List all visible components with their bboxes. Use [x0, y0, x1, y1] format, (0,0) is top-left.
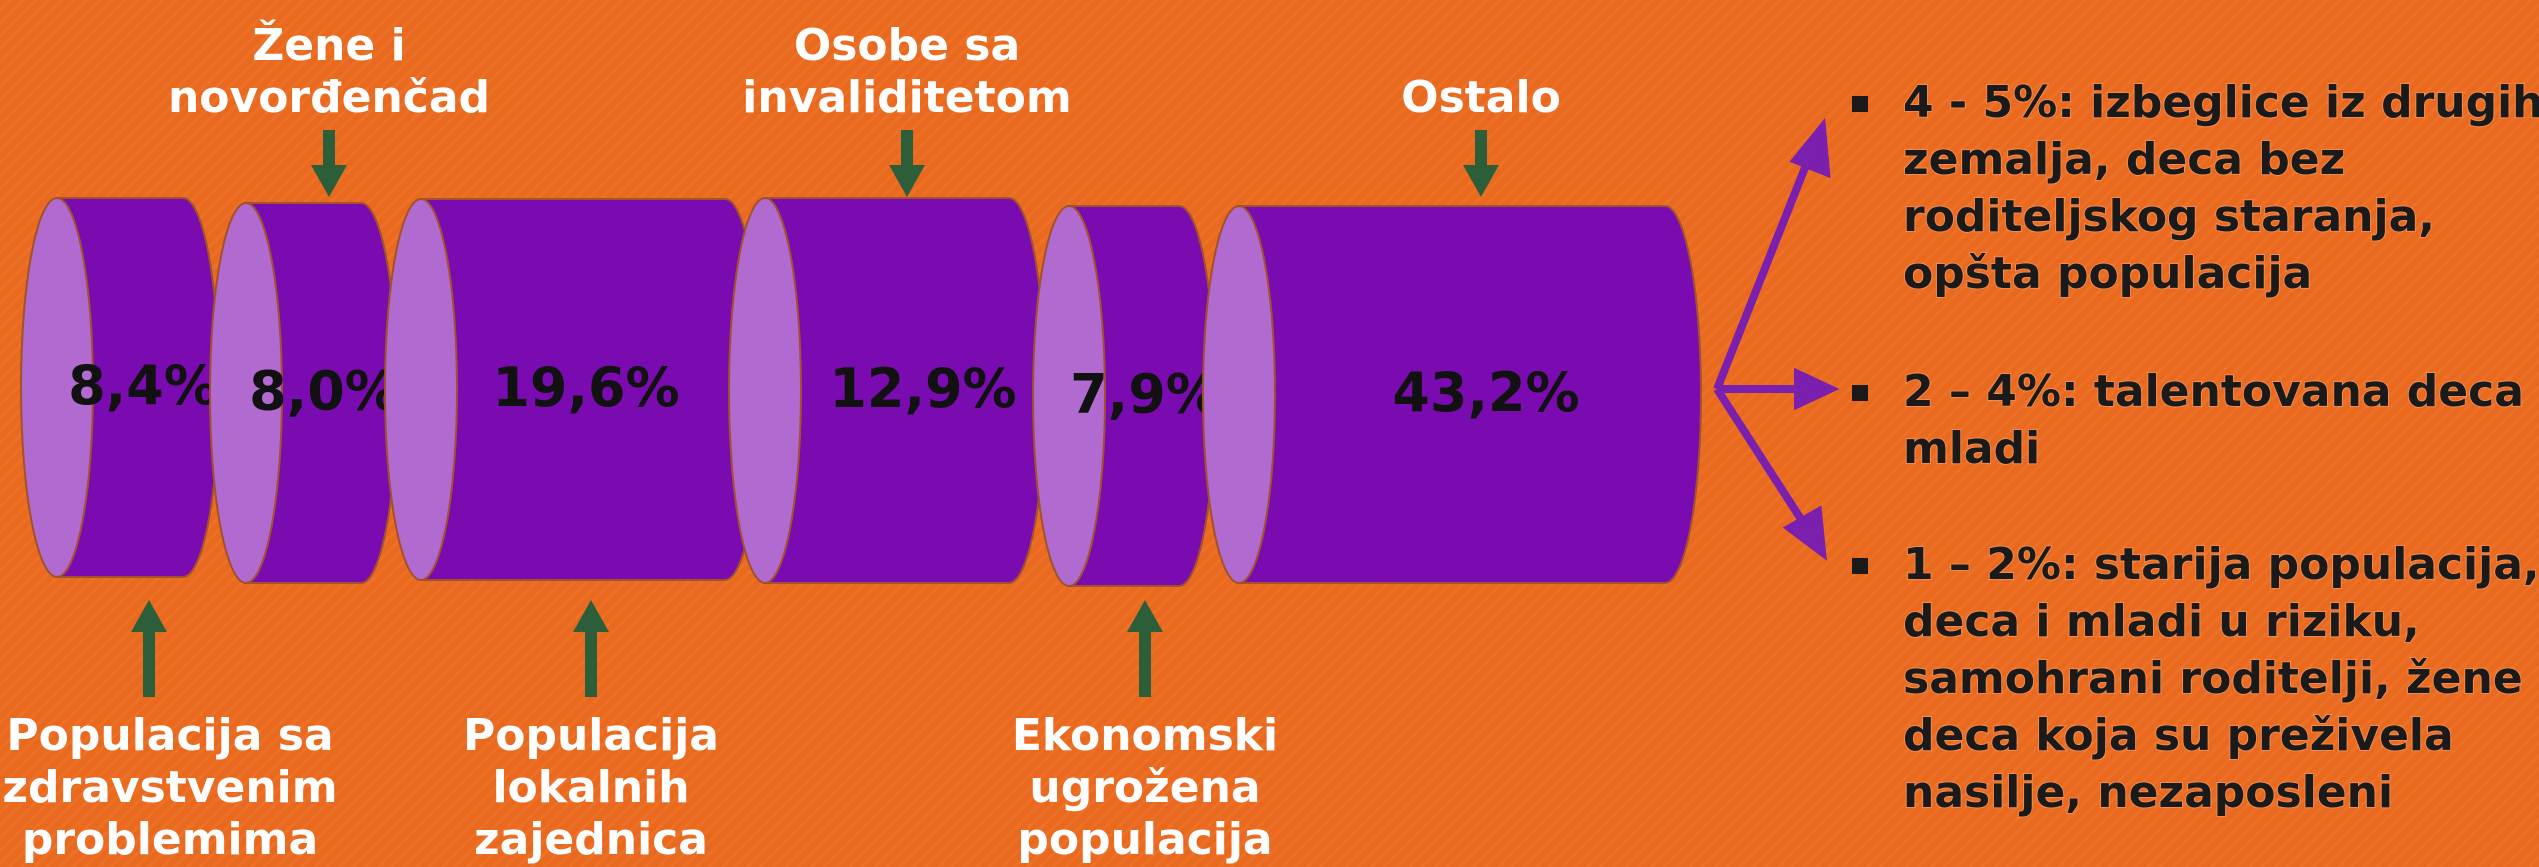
down-arrow — [889, 130, 925, 197]
percent-label: 8,0% — [249, 360, 399, 423]
bullet-text: samohrani roditelji, žene i — [1903, 653, 2539, 704]
bullet-text: opšta populacija — [1903, 248, 2312, 299]
bullet-text: deca i mladi u riziku, — [1903, 596, 2420, 647]
cylinder-face — [1202, 205, 1276, 584]
percent-label: 12,9% — [829, 357, 1016, 420]
group-label: Populacija sa — [6, 710, 333, 761]
percent-label: 43,2% — [1392, 361, 1579, 424]
bullet-text: zemalja, deca bez — [1903, 134, 2345, 185]
up-arrow — [573, 600, 609, 697]
bullet-text: mladi — [1903, 423, 2040, 474]
bullet-square — [1852, 385, 1868, 401]
cylinder-face — [728, 197, 802, 584]
cylinder-face — [384, 198, 458, 581]
bullet-text: roditeljskog staranja, — [1903, 191, 2435, 242]
group-label: problemima — [22, 814, 318, 865]
group-label: Žene i — [252, 18, 405, 71]
cylinder-face — [209, 202, 283, 584]
group-label: invaliditetom — [742, 72, 1072, 123]
group-label: Osobe sa — [794, 20, 1020, 71]
bullet-text: nasilje, nezaposleni — [1903, 767, 2393, 818]
up-arrow — [131, 600, 167, 697]
group-label: zdravstvenim — [2, 762, 337, 813]
bullet-text: deca koja su preživela — [1903, 710, 2454, 761]
cylinder-face — [1032, 205, 1106, 587]
down-arrow — [311, 130, 347, 197]
percent-label: 19,6% — [492, 356, 679, 419]
up-arrow — [1127, 600, 1163, 697]
cylinder-face — [20, 197, 94, 578]
percent-label: 7,9% — [1070, 363, 1220, 426]
percent-label: 8,4% — [68, 354, 218, 417]
group-label: ugrožena — [1029, 762, 1260, 813]
bullet-square — [1852, 558, 1868, 574]
pointer-arrows — [1713, 117, 1840, 561]
group-label: Ostalo — [1401, 72, 1561, 123]
group-label: zajednica — [474, 814, 708, 865]
group-label: populacija — [1017, 814, 1272, 865]
group-label: novorđenčad — [168, 72, 490, 123]
bullet-square — [1852, 96, 1868, 112]
group-label: Populacija — [463, 710, 719, 761]
group-label: lokalnih — [492, 762, 689, 813]
bullet-text: 2 – 4%: talentovana deca i — [1903, 366, 2539, 417]
down-arrow — [1463, 130, 1499, 197]
group-label: Ekonomski — [1012, 710, 1278, 761]
bullet-text: 4 - 5%: izbeglice iz drugih — [1903, 77, 2539, 128]
bullet-text: 1 – 2%: starija populacija, — [1903, 539, 2539, 590]
cylinder-body — [1238, 205, 1702, 584]
